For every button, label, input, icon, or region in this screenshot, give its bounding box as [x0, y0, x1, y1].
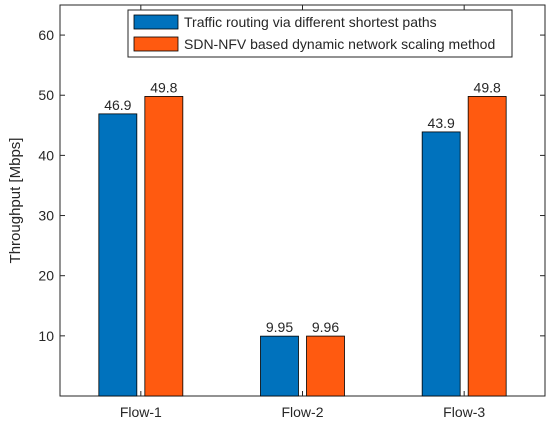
legend-box — [127, 9, 513, 58]
x-tick-label: Flow-2 — [281, 404, 323, 420]
y-tick-label: 30 — [38, 208, 54, 224]
bar — [421, 131, 461, 397]
bar — [467, 96, 507, 397]
data-label: 9.96 — [312, 319, 339, 335]
bar — [144, 96, 184, 397]
bar — [306, 335, 345, 397]
y-axis-label: Throughput [Mbps] — [7, 138, 24, 264]
legend-swatch-series-2 — [133, 36, 179, 52]
y-tick-label: 20 — [38, 268, 54, 284]
data-label: 43.9 — [428, 115, 455, 131]
y-tick-label: 10 — [38, 328, 54, 344]
y-tick-label: 40 — [38, 147, 54, 163]
x-tick-label: Flow-1 — [120, 404, 162, 420]
x-tick-label: Flow-3 — [443, 404, 485, 420]
bar — [260, 335, 299, 397]
bar — [98, 113, 138, 397]
y-tick-label: 60 — [38, 27, 54, 43]
legend-label-series-2: SDN-NFV based dynamic network scaling me… — [184, 36, 495, 52]
legend: Traffic routing via different shortest p… — [127, 9, 513, 58]
legend-label-series-1: Traffic routing via different shortest p… — [184, 14, 437, 30]
y-tick-label: 50 — [38, 87, 54, 103]
data-label: 49.8 — [150, 79, 177, 95]
plot-area: 10 20 30 40 50 60 Throughput [Mbps] Flow-1 46.9 4… — [7, 4, 546, 420]
data-label: 9.95 — [266, 319, 293, 335]
legend-swatch-series-1 — [133, 14, 179, 30]
data-label: 46.9 — [104, 97, 131, 113]
data-label: 49.8 — [474, 79, 501, 95]
